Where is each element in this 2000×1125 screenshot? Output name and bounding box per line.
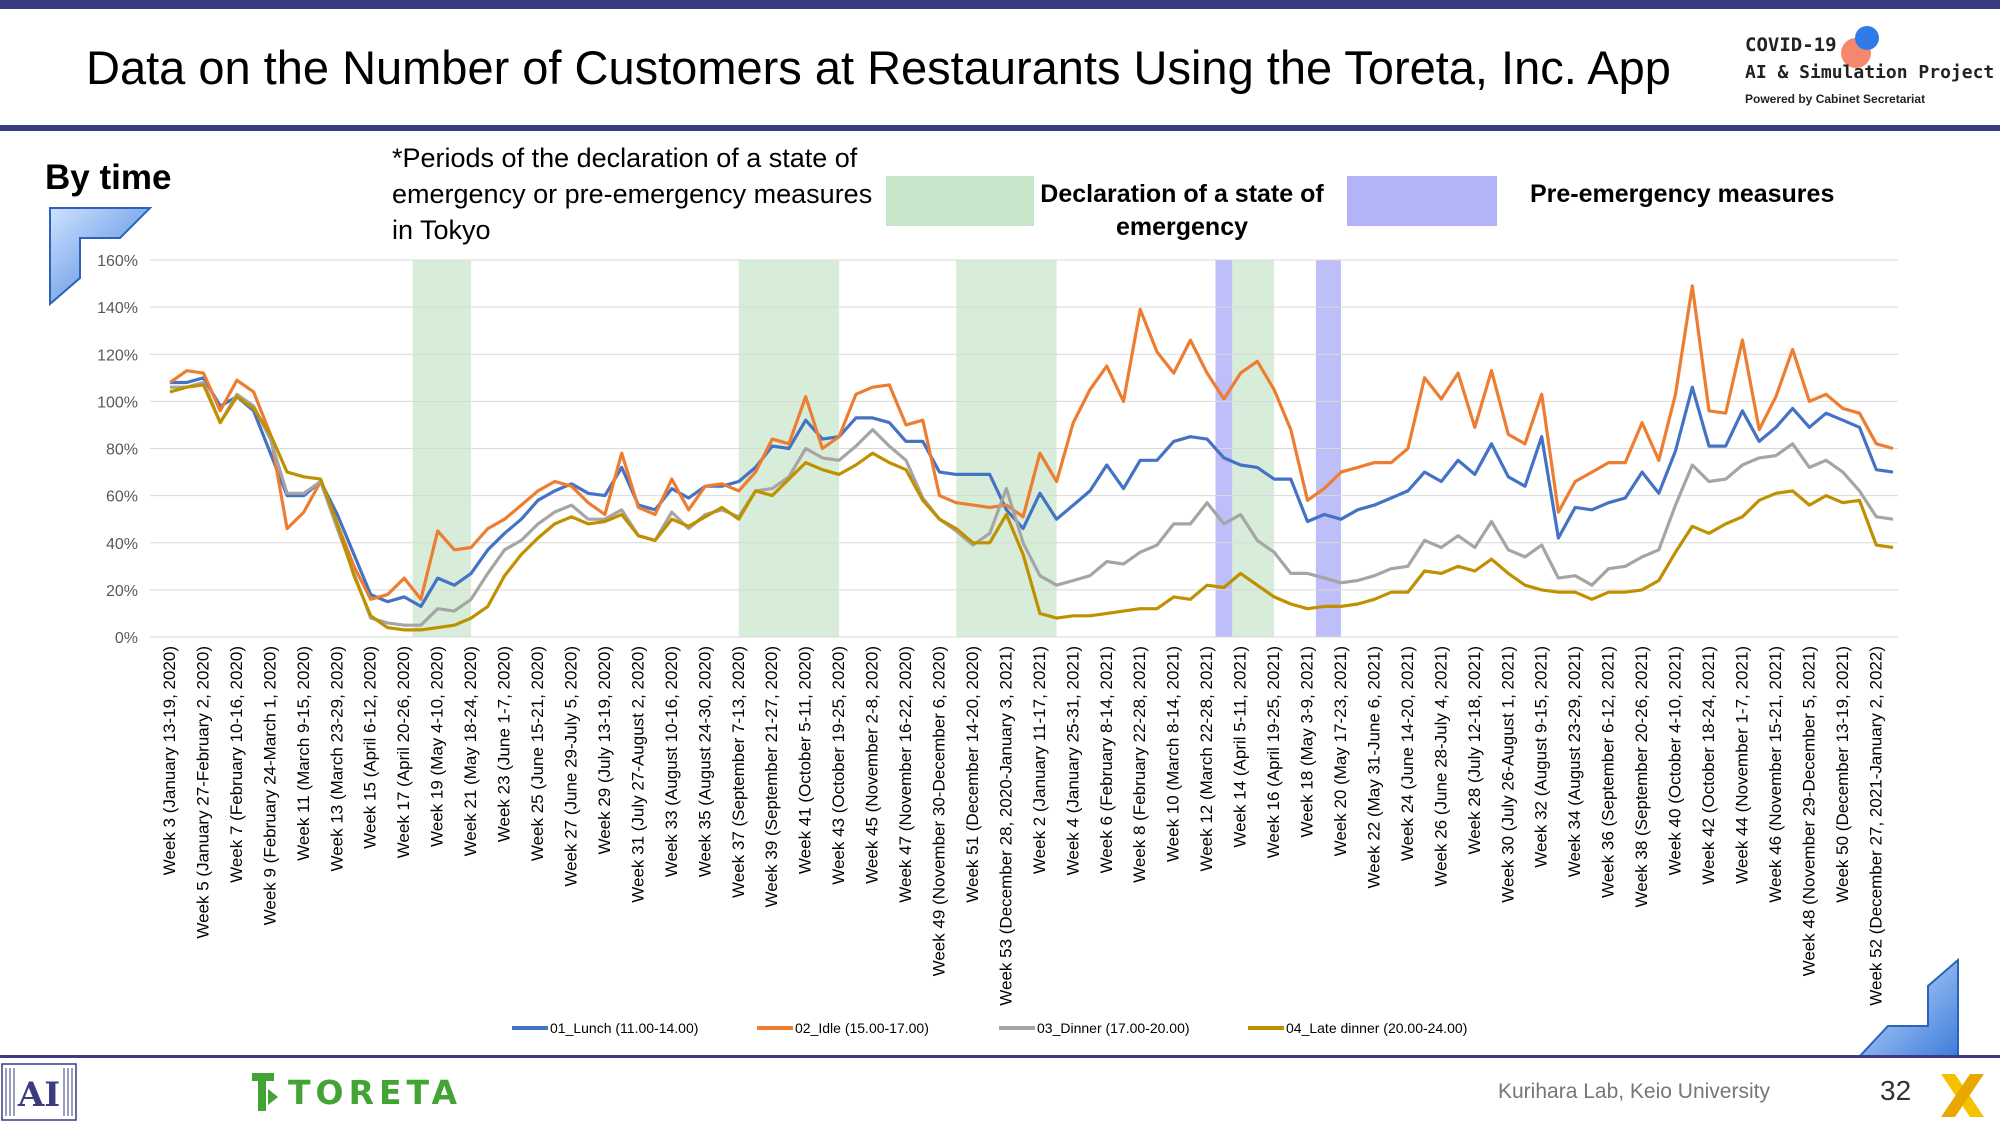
x-tick-label: Week 30 (July 26-August 1, 2021) — [1498, 646, 1517, 903]
x-tick-label: Week 8 (February 22-28, 2021) — [1130, 646, 1149, 883]
toreta-mark-icon — [252, 1073, 278, 1111]
section-label: By time — [45, 158, 172, 197]
x-tick-label: Week 9 (February 24-March 1, 2020) — [260, 646, 279, 925]
legend-label-3: 03_Dinner (17.00-20.00) — [1037, 1020, 1190, 1036]
x-tick-label: Week 40 (October 4-10, 2021) — [1666, 646, 1685, 875]
x-tick-label: Week 51 (December 14-20, 2020) — [963, 646, 982, 903]
y-tick-label: 40% — [106, 536, 138, 553]
y-tick-label: 60% — [106, 489, 138, 506]
x-tick-label: Week 44 (November 1-7, 2021) — [1732, 646, 1751, 884]
x-tick-label: Week 13 (March 23-29, 2020) — [327, 646, 346, 872]
x-tick-label: Week 11 (March 9-15, 2020) — [294, 646, 313, 861]
logo-line2: AI & Simulation Project — [1745, 62, 1995, 83]
covid-project-logo: COVID-19 AI & Simulation Project Powered… — [1745, 26, 1994, 116]
y-tick-label: 0% — [115, 630, 138, 647]
x-tick-label: Week 19 (May 4-10, 2020) — [428, 646, 447, 847]
x-tick-label: Week 35 (August 24-30, 2020) — [695, 646, 714, 877]
x-tick-label: Week 12 (March 22-28, 2021) — [1197, 646, 1216, 872]
x-tick-label: Week 18 (May 3-9, 2021) — [1298, 646, 1317, 838]
x-tick-label: Week 43 (October 19-25, 2020) — [829, 646, 848, 885]
x-tick-label: Week 31 (July 27-August 2, 2020) — [628, 646, 647, 903]
x-tick-label: Week 53 (December 28, 2020-January 3, 20… — [996, 646, 1015, 1006]
x-tick-label: Week 17 (April 20-26, 2020) — [394, 646, 413, 858]
x-tick-label: Week 24 (June 14-20, 2021) — [1398, 646, 1417, 861]
x-tick-label: Week 41 (October 5-11, 2020) — [796, 646, 815, 874]
x-tick-label: Week 45 (November 2-8, 2020) — [863, 646, 882, 884]
series-line-3 — [170, 380, 1894, 627]
x-tick-label: Week 39 (September 21-27, 2020) — [762, 646, 781, 907]
x-tick-label: Week 14 (April 5-11, 2021) — [1231, 646, 1250, 848]
corner-bracket-bottom-right-icon — [1858, 958, 1959, 1057]
toreta-logo: TORETA — [248, 1066, 462, 1118]
x-tick-label: Week 27 (June 29-July 5, 2020) — [561, 646, 580, 887]
svg-text:AI: AI — [17, 1075, 60, 1115]
x-tick-label: Week 46 (November 15-21, 2021) — [1766, 646, 1785, 903]
y-tick-label: 140% — [97, 300, 138, 317]
page-number: 32 — [1880, 1075, 1912, 1106]
x-tick-label: Week 50 (December 13-19, 2021) — [1833, 646, 1852, 903]
legend-label-2: 02_Idle (15.00-17.00) — [795, 1020, 929, 1036]
page-title: Data on the Number of Customers at Resta… — [86, 41, 1671, 94]
x-tick-label: Week 23 (June 1-7, 2020) — [495, 646, 514, 842]
y-tick-label: 160% — [97, 253, 138, 270]
x-tick-label: Week 36 (September 6-12, 2021) — [1599, 646, 1618, 898]
x-tick-label: Week 28 (July 12-18, 2021) — [1465, 646, 1484, 855]
logo-line3: Powered by Cabinet Secretariat — [1745, 92, 1926, 106]
x-tick-label: Week 20 (May 17-23, 2021) — [1331, 646, 1350, 856]
legend-label-1: 01_Lunch (11.00-14.00) — [550, 1020, 698, 1036]
series-line-1 — [170, 376, 1894, 609]
x-tick-label: Week 3 (January 13-19, 2020) — [160, 646, 179, 875]
x-tick-label: Week 37 (September 7-13, 2020) — [729, 646, 748, 898]
x-tick-label: Week 16 (April 19-25, 2021) — [1264, 646, 1283, 858]
top-border — [0, 0, 2000, 9]
x-tick-label: Week 6 (February 8-14, 2021) — [1097, 646, 1116, 873]
lab-credit: Kurihara Lab, Keio University — [1498, 1080, 1770, 1103]
x-tick-label: Week 33 (August 10-16, 2020) — [662, 646, 681, 877]
x-tick-label: Week 10 (March 8-14, 2021) — [1164, 646, 1183, 862]
x-tick-label: Week 48 (November 29-December 5, 2021) — [1799, 646, 1818, 976]
legend-label-4: 04_Late dinner (20.00-24.00) — [1286, 1020, 1467, 1036]
keio-lab-logo-icon: AI — [1, 1063, 77, 1121]
y-tick-label: 100% — [97, 394, 138, 411]
x-tick-label: Week 52 (December 27, 2021-January 2, 20… — [1866, 646, 1885, 1006]
y-tick-label: 120% — [97, 347, 138, 364]
y-tick-label: 80% — [106, 442, 138, 459]
x-tick-label: Week 7 (February 10-16, 2020) — [227, 646, 246, 883]
logo-line1: COVID-19 — [1745, 34, 1837, 56]
emergency-legend-label: Declaration of a state of emergency — [1040, 180, 1324, 241]
x-tick-label: Week 21 (May 18-24, 2020) — [461, 646, 480, 856]
corner-bracket-top-left-icon — [49, 207, 152, 306]
period-note: *Periods of the declaration of a state o… — [392, 143, 873, 245]
series-line-2 — [169, 284, 1894, 601]
x-tick-label: Week 42 (October 18-24, 2021) — [1699, 646, 1718, 885]
toreta-brand-text: TORETA — [288, 1072, 463, 1112]
emergency-legend-swatch — [886, 176, 1034, 226]
x-tick-label: Week 5 (January 27-February 2, 2020) — [193, 646, 212, 939]
x-tick-label: Week 38 (September 20-26, 2021) — [1632, 646, 1651, 907]
customer-line-chart: 0% 20% 40% 60% 80% 100% 120% 140% 160% Week 3 (Ja… — [97, 253, 1898, 1036]
x-tick-label: Week 32 (August 9-15, 2021) — [1532, 646, 1551, 868]
x-tick-label: Week 47 (November 16-22, 2020) — [896, 646, 915, 903]
x-tick-label: Week 34 (August 23-29, 2021) — [1565, 646, 1584, 877]
series-line-4 — [169, 383, 1894, 632]
x-tick-label: Week 29 (July 13-19, 2020) — [595, 646, 614, 855]
title-divider — [0, 125, 2000, 131]
pre-emergency-legend-swatch — [1347, 176, 1497, 226]
x-tick-label: Week 25 (June 15-21, 2020) — [528, 646, 547, 861]
x-tick-label: Week 49 (November 30-December 6, 2020) — [929, 646, 948, 976]
x-tick-label: Week 26 (June 28-July 4, 2021) — [1431, 646, 1450, 887]
logo-blue-dot-icon — [1855, 26, 1879, 50]
x-tick-label: Week 2 (January 11-17, 2021) — [1030, 646, 1049, 874]
x-tick-label: Week 15 (April 6-12, 2020) — [361, 646, 380, 849]
x-logo-icon — [1941, 1074, 1984, 1117]
pre-emergency-legend-label: Pre-emergency measures — [1530, 180, 1835, 208]
footer-divider — [0, 1055, 2000, 1058]
y-tick-label: 20% — [106, 583, 138, 600]
x-tick-label: Week 4 (January 25-31, 2021) — [1063, 646, 1082, 875]
x-tick-label: Week 22 (May 31-June 6, 2021) — [1364, 646, 1383, 889]
